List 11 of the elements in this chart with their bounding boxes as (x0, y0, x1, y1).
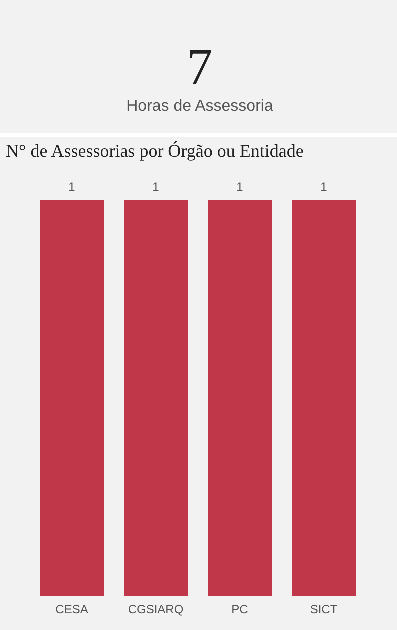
x-tick-label: PC (232, 602, 249, 617)
data-label: 1 (68, 180, 76, 194)
x-tick-label: CGSIARQ (128, 602, 184, 617)
text: Horas de Assessoria (126, 98, 274, 115)
x-tick-label: CESA (56, 602, 88, 617)
text: 7 (187, 39, 213, 96)
data-label: 1 (236, 180, 244, 194)
data-label: 1 (320, 180, 328, 194)
data-label: 1 (152, 180, 160, 194)
x-tick-label: SICT (310, 602, 338, 617)
chart-title: N° de Assessorias por Órgão ou Entidade (6, 141, 304, 161)
